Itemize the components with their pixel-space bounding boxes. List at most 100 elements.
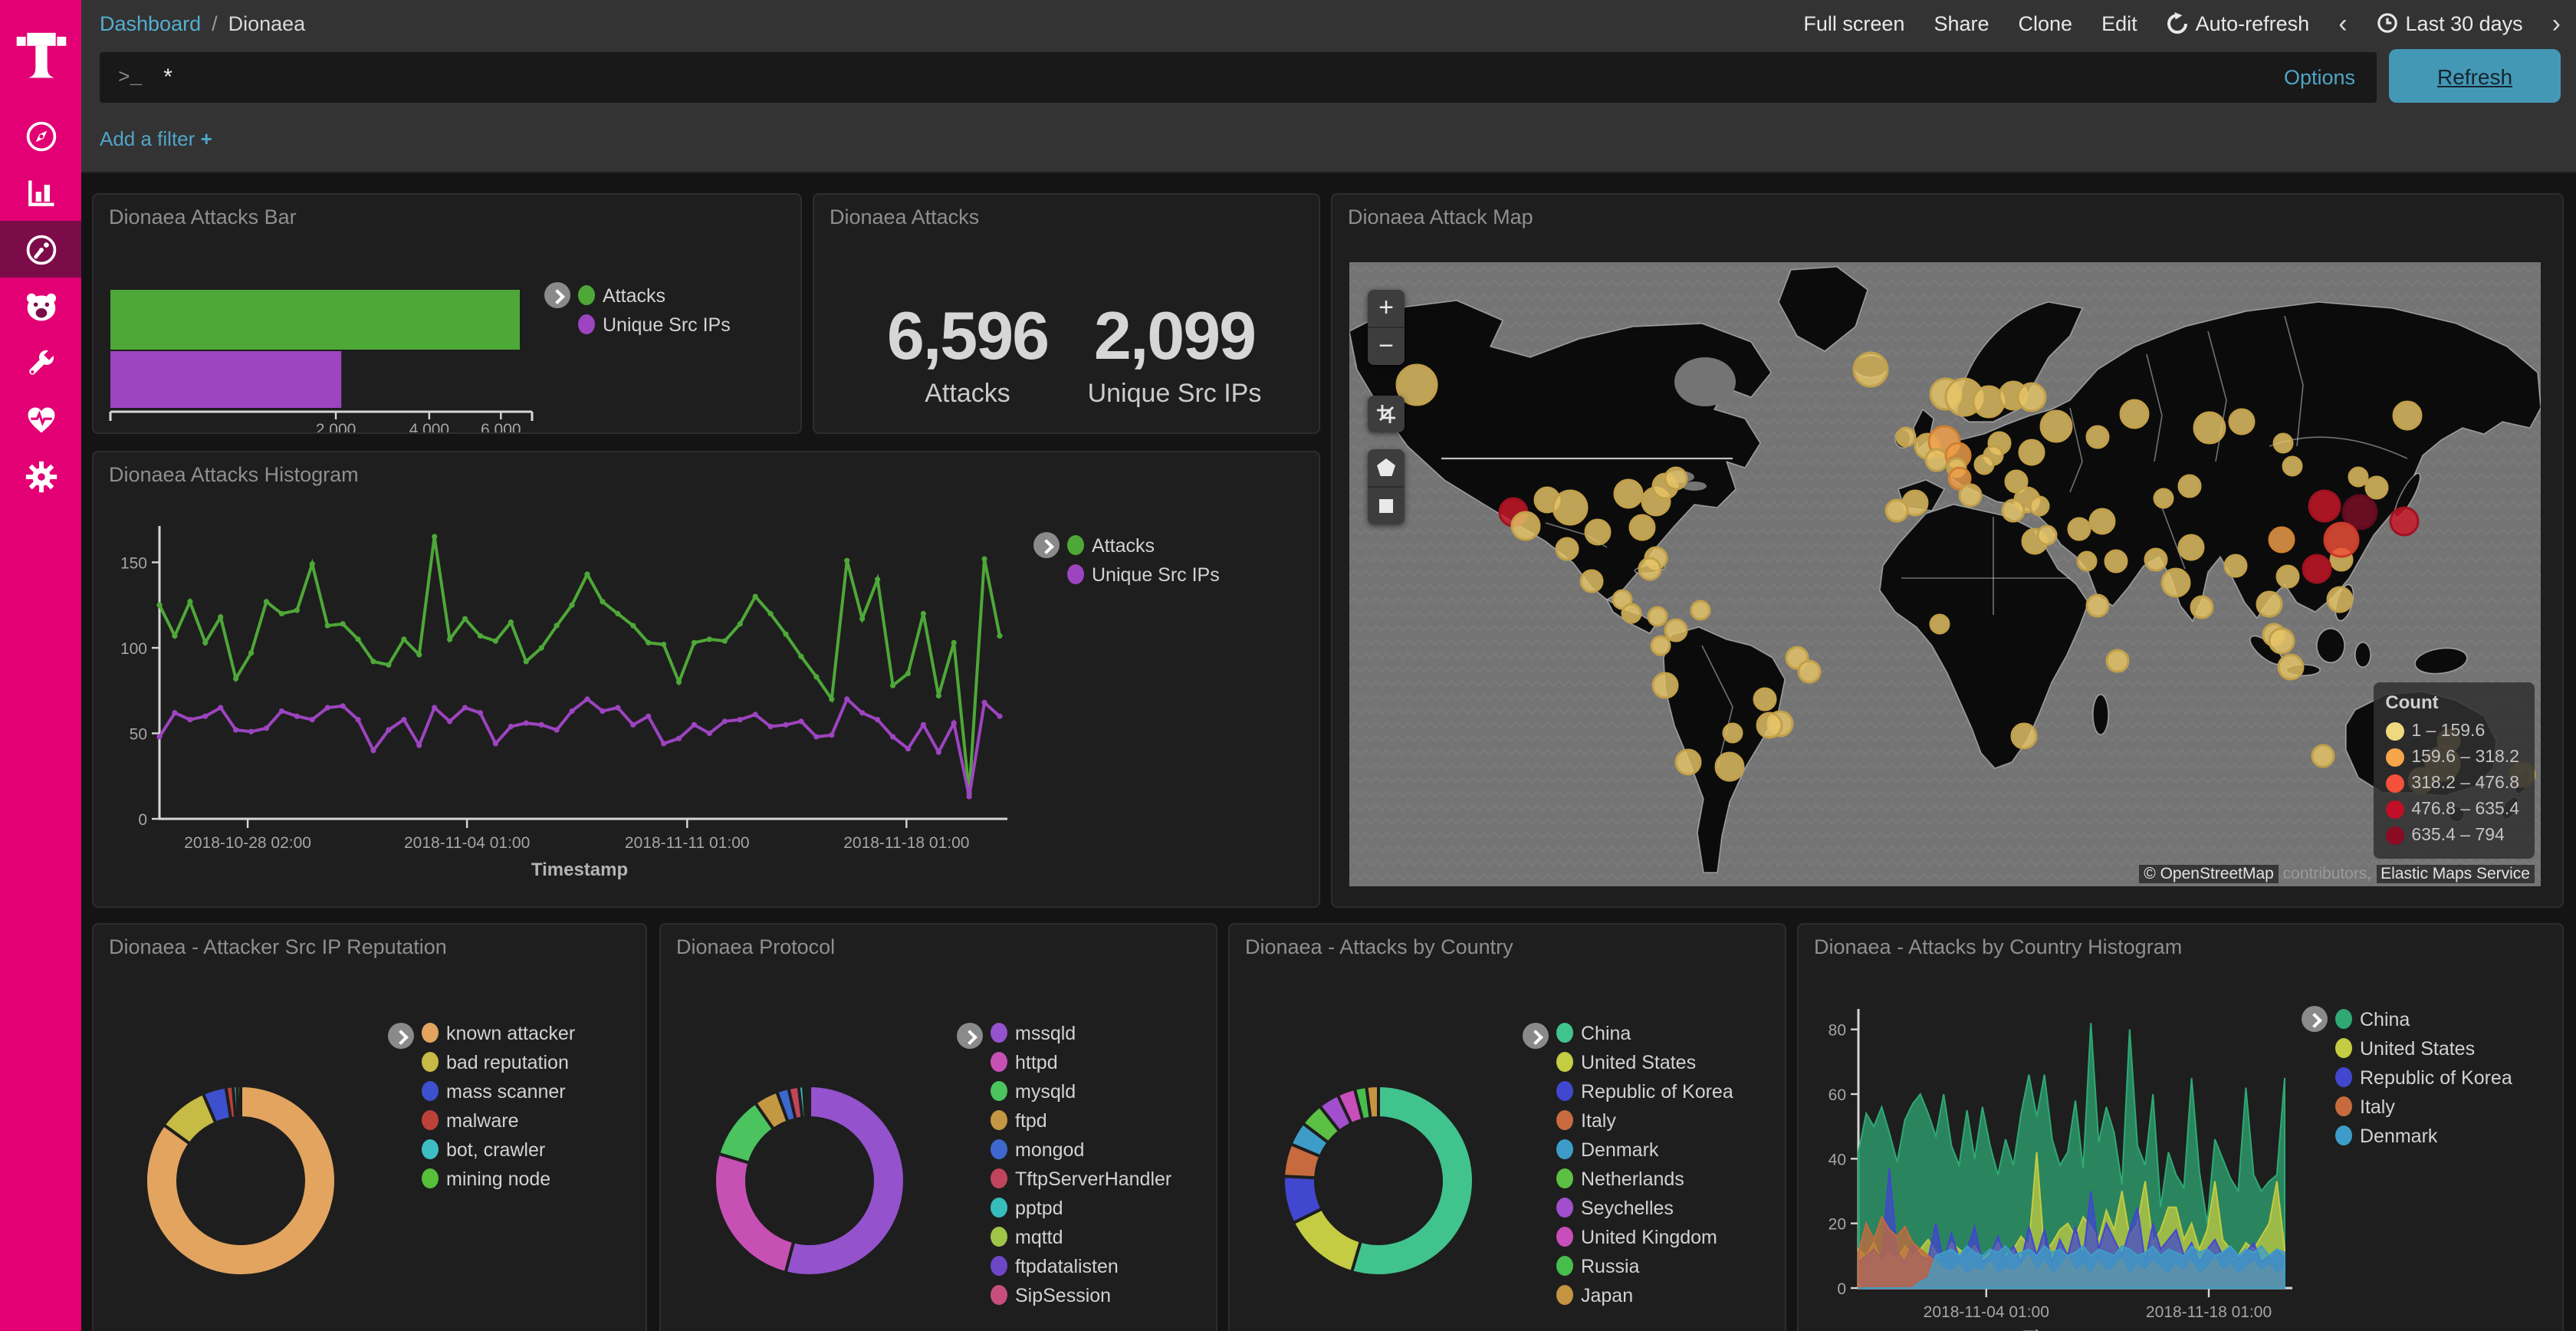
legend-expand-icon[interactable] <box>544 282 570 308</box>
legend-label[interactable]: Unique Src IPs <box>1092 564 1220 585</box>
legend-label[interactable]: bot, crawler <box>446 1139 546 1160</box>
map-point[interactable] <box>2272 432 2294 454</box>
map-point[interactable] <box>1924 448 1949 472</box>
openstreetmap-link[interactable]: © OpenStreetMap <box>2139 865 2279 883</box>
legend-label[interactable]: mass scanner <box>446 1080 566 1102</box>
auto-refresh-button[interactable]: Auto-refresh <box>2167 12 2309 35</box>
legend-label[interactable]: mssqld <box>1015 1022 1076 1043</box>
line-series[interactable] <box>158 536 1001 794</box>
map-point[interactable] <box>2160 567 2191 598</box>
map-point[interactable] <box>2153 488 2174 509</box>
map-point[interactable] <box>1895 426 1917 448</box>
time-range-picker[interactable]: Last 30 days <box>2377 12 2523 35</box>
legend-item[interactable]: Attacks <box>578 281 731 310</box>
legend-label[interactable]: mysqld <box>1015 1080 1076 1102</box>
legend-expand-icon[interactable] <box>1033 532 1060 558</box>
legend-expand-icon[interactable] <box>388 1023 414 1049</box>
map-point[interactable] <box>2190 595 2214 619</box>
legend-item[interactable]: Seychelles <box>1556 1193 1733 1222</box>
sidebar-item-discover[interactable] <box>0 107 81 164</box>
legend-expand-icon[interactable] <box>957 1023 983 1049</box>
map-point[interactable] <box>2018 439 2045 466</box>
map-point[interactable] <box>1852 351 1889 388</box>
add-filter-link[interactable]: Add a filter + <box>100 127 212 150</box>
legend-item[interactable]: Republic of Korea <box>1556 1076 1733 1106</box>
legend-label[interactable]: ftpdatalisten <box>1015 1255 1119 1277</box>
legend-label[interactable]: httpd <box>1015 1051 1058 1073</box>
options-link[interactable]: Options <box>2283 66 2355 89</box>
map-point[interactable] <box>2275 564 2300 589</box>
map-point[interactable] <box>2016 382 2047 412</box>
legend-label[interactable]: Unique Src IPs <box>603 314 731 335</box>
map-point[interactable] <box>1929 613 1950 635</box>
map-point[interactable] <box>2323 521 2360 558</box>
legend-item[interactable]: mining node <box>422 1164 575 1193</box>
legend-item[interactable]: httpd <box>991 1047 1171 1076</box>
map-point[interactable] <box>1650 635 1671 656</box>
map-point[interactable] <box>1973 454 1995 475</box>
legend-item[interactable]: ftpdatalisten <box>991 1251 1171 1280</box>
legend-item[interactable]: mysqld <box>991 1076 1171 1106</box>
legend-item[interactable]: Denmark <box>2335 1121 2512 1150</box>
share-button[interactable]: Share <box>1934 12 1990 35</box>
legend-item[interactable]: TftpServerHandler <box>991 1164 1171 1193</box>
map-point[interactable] <box>1753 687 1777 712</box>
map-point[interactable] <box>2268 627 2295 655</box>
legend-label[interactable]: Attacks <box>1092 534 1155 556</box>
sidebar-item-tpot[interactable] <box>0 278 81 334</box>
map-point[interactable] <box>2326 586 2354 613</box>
map-point[interactable] <box>1584 518 1612 546</box>
legend-item[interactable]: ftpd <box>991 1106 1171 1135</box>
legend-label[interactable]: Denmark <box>2360 1125 2438 1146</box>
legend-label[interactable]: Attacks <box>603 284 665 306</box>
map-point[interactable] <box>1664 618 1688 642</box>
legend-label[interactable]: Seychelles <box>1581 1197 1674 1218</box>
legend-item[interactable]: Italy <box>1556 1106 1733 1135</box>
legend-item[interactable]: mass scanner <box>422 1076 575 1106</box>
legend-item[interactable]: United States <box>1556 1047 1733 1076</box>
legend-label[interactable]: Republic of Korea <box>2360 1066 2512 1088</box>
map-point[interactable] <box>1621 603 1642 624</box>
map-point[interactable] <box>2144 547 2168 572</box>
full-screen-button[interactable]: Full screen <box>1803 12 1905 35</box>
map-point[interactable] <box>1579 569 1604 593</box>
map-point[interactable] <box>1647 606 1668 627</box>
legend-label[interactable]: United States <box>1581 1051 1697 1073</box>
legend-item[interactable]: mssqld <box>991 1018 1171 1047</box>
map-point[interactable] <box>2039 409 2073 443</box>
sidebar-item-visualize[interactable] <box>0 164 81 221</box>
map-point[interactable] <box>2389 506 2420 537</box>
map-point[interactable] <box>2256 590 2283 618</box>
draw-rectangle-button[interactable] <box>1368 486 1405 524</box>
time-back-chevron[interactable]: ‹ <box>2338 8 2348 38</box>
world-map[interactable]: + − Count 1 <box>1349 262 2541 886</box>
time-forward-chevron[interactable]: › <box>2551 8 2561 38</box>
legend-item[interactable]: United Kingdom <box>1556 1222 1733 1251</box>
legend-expand-icon[interactable] <box>2302 1006 2328 1032</box>
legend-item[interactable]: Attacks <box>1067 531 1220 560</box>
donut-slice-Japan[interactable] <box>1365 1083 1380 1120</box>
map-point[interactable] <box>1395 363 1438 406</box>
map-point[interactable] <box>1797 659 1822 684</box>
legend-label[interactable]: pptpd <box>1015 1197 1063 1218</box>
map-point[interactable] <box>2085 593 2110 618</box>
map-point[interactable] <box>1756 712 1783 739</box>
map-point[interactable] <box>2105 649 2130 673</box>
crop-fit-button[interactable] <box>1368 396 1405 432</box>
map-point[interactable] <box>1510 511 1541 541</box>
legend-item[interactable]: SipSession <box>991 1280 1171 1310</box>
legend-item[interactable]: Russia <box>1556 1251 1733 1280</box>
donut-slice-httpd[interactable] <box>713 1152 796 1275</box>
map-point[interactable] <box>1947 466 1972 491</box>
map-point[interactable] <box>2177 534 2205 561</box>
map-point[interactable] <box>2364 475 2389 500</box>
legend-item[interactable]: bad reputation <box>422 1047 575 1076</box>
legend-item[interactable]: bot, crawler <box>422 1135 575 1164</box>
legend-item[interactable]: Republic of Korea <box>2335 1063 2512 1092</box>
legend-label[interactable]: ftpd <box>1015 1109 1047 1131</box>
map-point[interactable] <box>2085 425 2110 449</box>
legend-label[interactable]: Japan <box>1581 1284 1634 1306</box>
map-point[interactable] <box>2282 455 2303 477</box>
legend-item[interactable]: Netherlands <box>1556 1164 1733 1193</box>
legend-item[interactable]: mqttd <box>991 1222 1171 1251</box>
